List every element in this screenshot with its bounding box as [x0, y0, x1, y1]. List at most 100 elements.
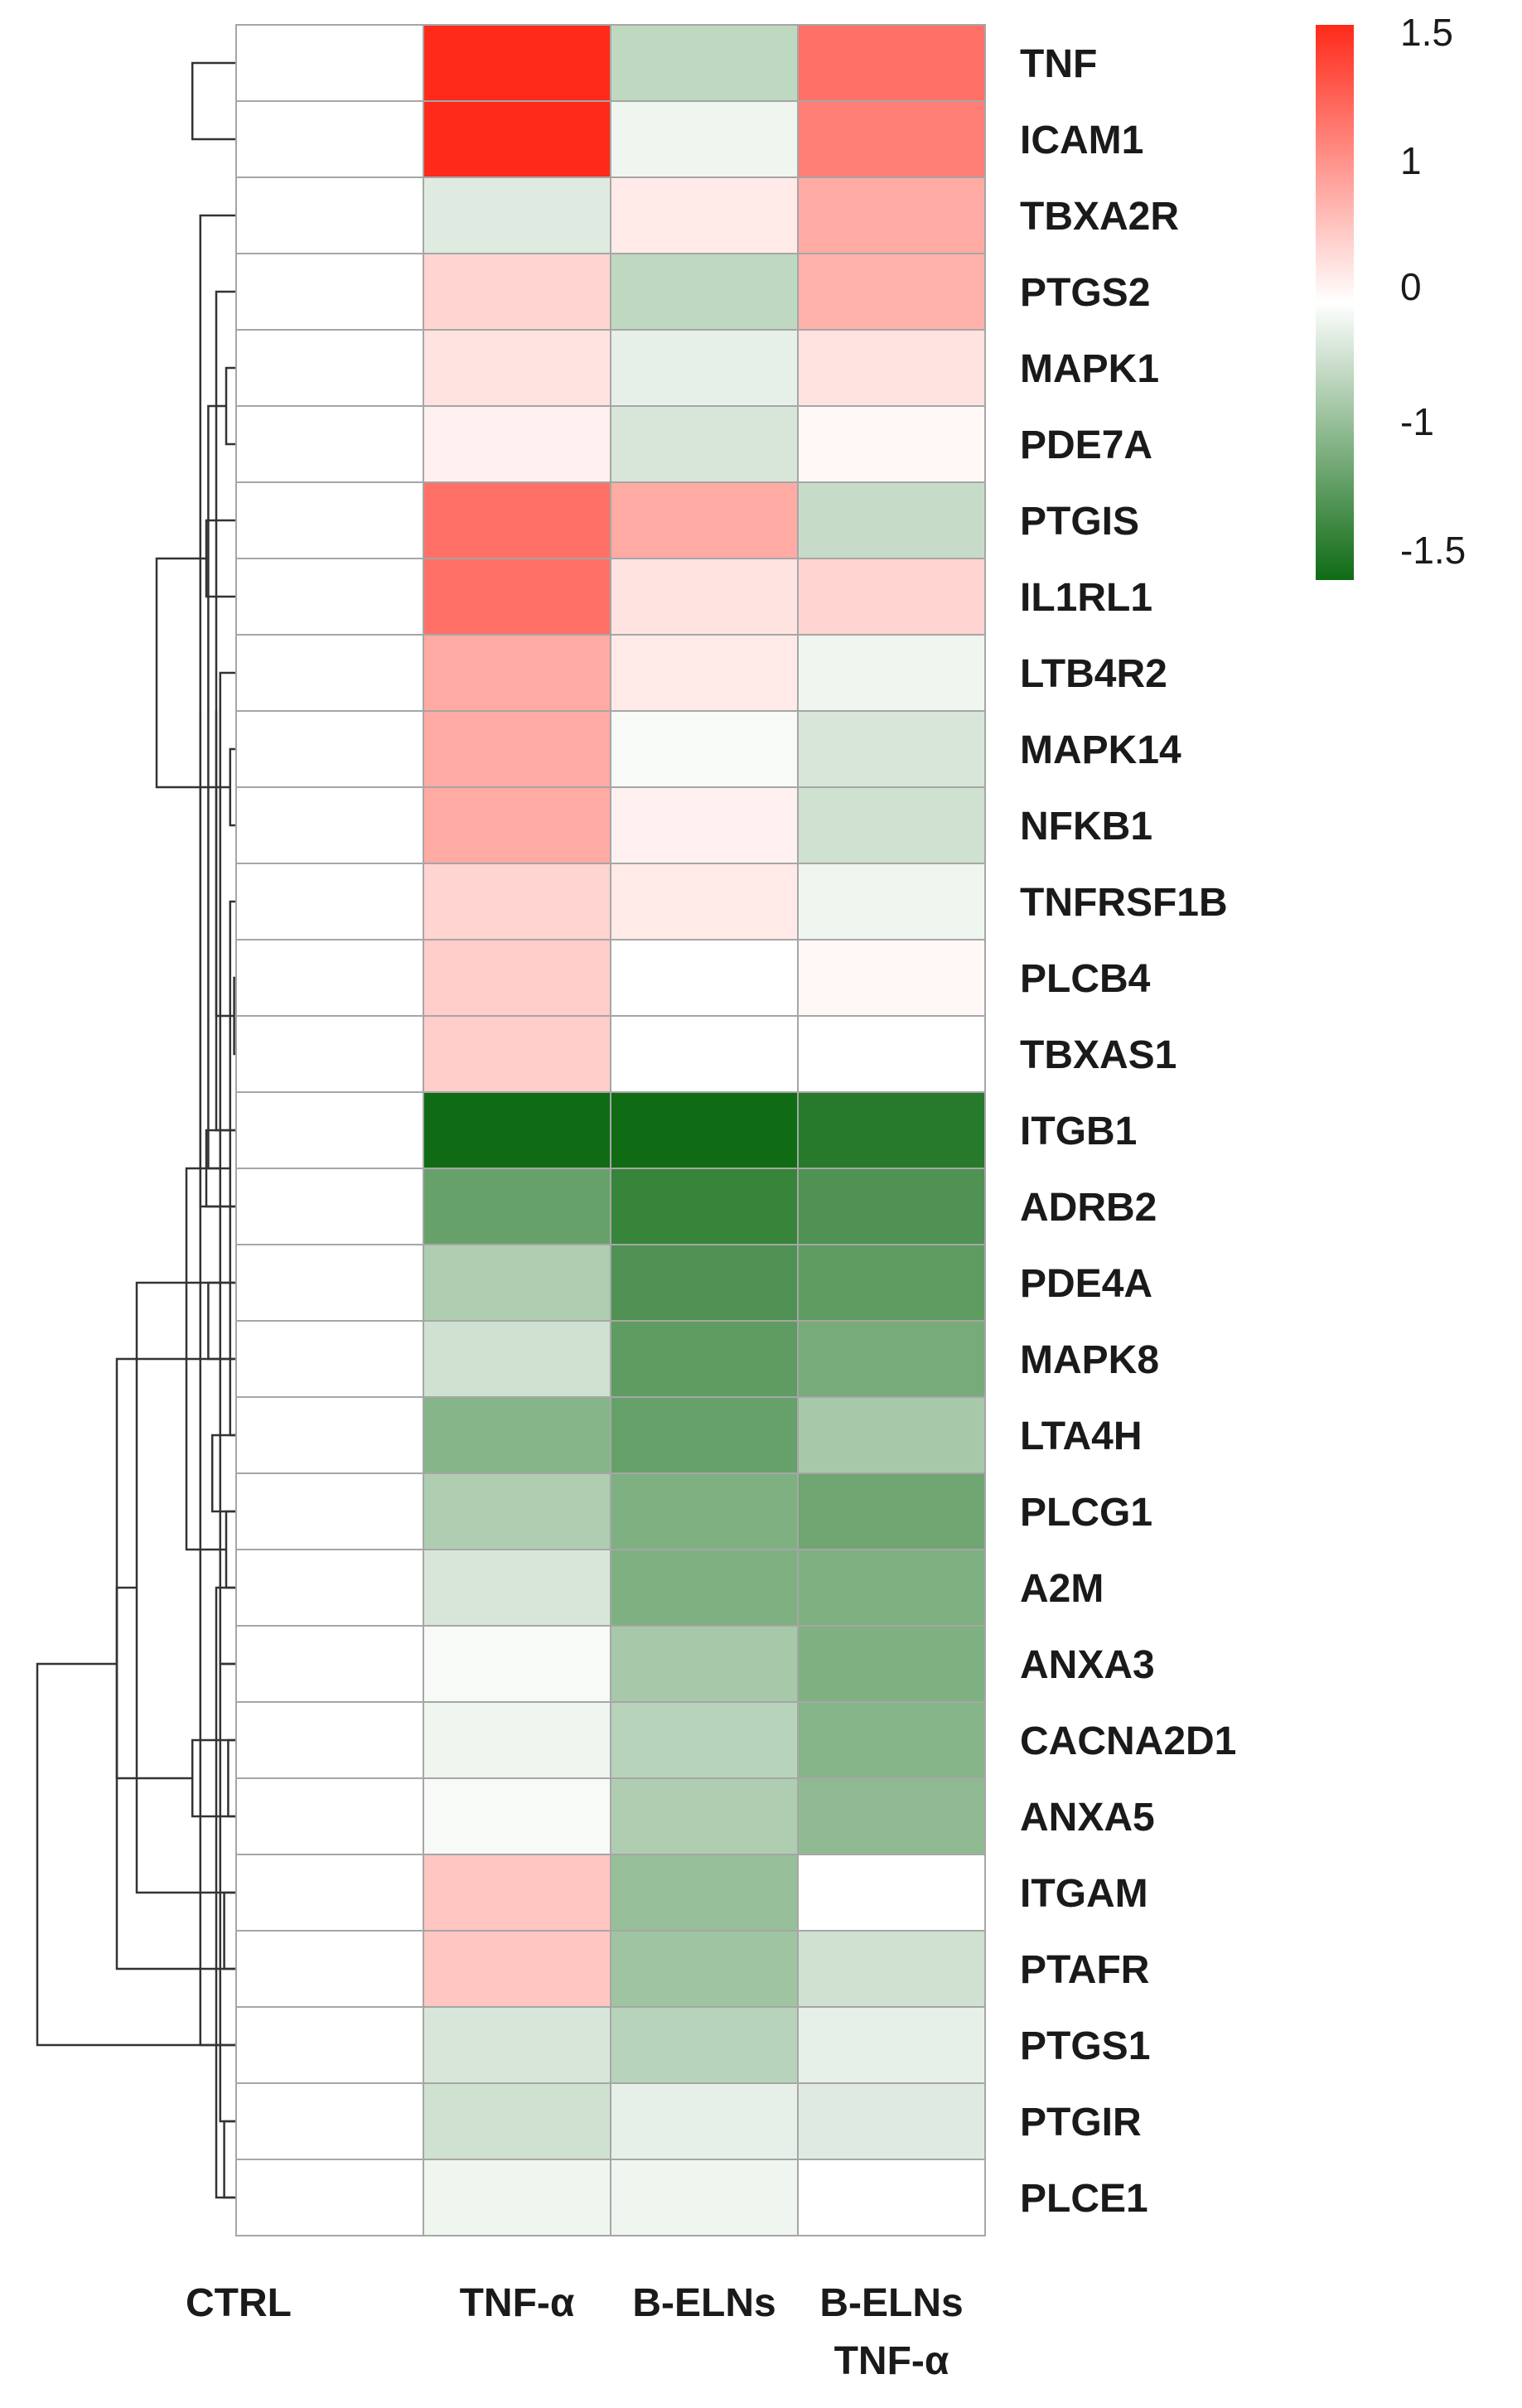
heatmap-cell-TNFRSF1B-3 — [797, 863, 986, 940]
heatmap-cell-PTGIR-2 — [610, 2082, 799, 2160]
heatmap-cell-ANXA3-3 — [797, 1625, 986, 1703]
heatmap-cell-LTA4H-1 — [423, 1396, 611, 1474]
heatmap-cell-PTGS2-0 — [235, 253, 424, 331]
heatmap-cell-PTGS1-2 — [610, 2006, 799, 2084]
heatmap-cell-ICAM1-3 — [797, 100, 986, 178]
heatmap-cell-ITGAM-2 — [610, 1854, 799, 1932]
heatmap-cell-MAPK1-2 — [610, 329, 799, 407]
heatmap-cell-PDE4A-3 — [797, 1244, 986, 1322]
heatmap-cell-PDE7A-1 — [423, 405, 611, 483]
heatmap-cell-PDE7A-2 — [610, 405, 799, 483]
heatmap-cell-TBXAS1-3 — [797, 1015, 986, 1093]
heatmap-cell-PLCE1-1 — [423, 2159, 611, 2236]
heatmap-cell-PTGIS-3 — [797, 481, 986, 559]
heatmap-cell-ANXA5-2 — [610, 1777, 799, 1855]
heatmap-cell-A2M-0 — [235, 1549, 424, 1627]
heatmap-cell-ITGAM-0 — [235, 1854, 424, 1932]
heatmap-cell-PDE4A-1 — [423, 1244, 611, 1322]
heatmap-cell-MAPK14-1 — [423, 710, 611, 788]
dendrogram-branch-17 — [223, 2120, 236, 2199]
row-label-PTAFR: PTAFR — [1020, 1948, 1149, 1992]
row-label-ITGB1: ITGB1 — [1020, 1110, 1137, 1153]
heatmap-cell-PLCG1-0 — [235, 1472, 424, 1550]
heatmap-cell-PTGS2-3 — [797, 253, 986, 331]
heatmap-cell-PLCE1-3 — [797, 2159, 986, 2236]
dendrogram-branch-16 — [223, 1891, 236, 1970]
column-label-1: TNF-α — [460, 2281, 575, 2325]
row-label-TNFRSF1B: TNFRSF1B — [1020, 881, 1228, 925]
row-label-PLCG1: PLCG1 — [1020, 1491, 1152, 1535]
dendrogram-branch-6 — [229, 747, 236, 827]
row-labels: TNF ICAM1 TBXA2R PTGS2 MAPK1 PDE7A PTGIS IL1RL1… — [1020, 42, 1236, 2221]
heatmap-cell-ITGB1-3 — [797, 1091, 986, 1169]
row-label-PTGS2: PTGS2 — [1020, 271, 1150, 315]
heatmap-cell-PLCB4-2 — [610, 939, 799, 1017]
heatmap-cell-TNFRSF1B-1 — [423, 863, 611, 940]
heatmap-cell-TBXA2R-1 — [423, 176, 611, 254]
heatmap-cell-ANXA5-0 — [235, 1777, 424, 1855]
row-dendrogram — [36, 61, 236, 2199]
heatmap-cell-NFKB1-2 — [610, 786, 799, 864]
row-label-ADRB2: ADRB2 — [1020, 1186, 1157, 1230]
dendrogram-branch-0 — [191, 61, 236, 141]
row-label-PDE7A: PDE7A — [1020, 423, 1152, 467]
row-label-IL1RL1: IL1RL1 — [1020, 576, 1152, 620]
column-labels: CTRL TNF-α B-ELNs B-ELNs TNF-α — [186, 2281, 964, 2383]
heatmap-cell-ICAM1-1 — [423, 100, 611, 178]
dendrogram-branch-25 — [205, 1129, 236, 1208]
heatmap-cell-PTGS1-3 — [797, 2006, 986, 2084]
heatmap-cell-ITGB1-2 — [610, 1091, 799, 1169]
dendrogram-branch-10 — [191, 1738, 236, 1818]
heatmap-cell-TNF-0 — [235, 24, 424, 102]
heatmap-cell-TBXA2R-0 — [235, 176, 424, 254]
heatmap-cell-PTGIR-0 — [235, 2082, 424, 2160]
heatmap-cell-ADRB2-3 — [797, 1168, 986, 1245]
heatmap-cell-PLCB4-3 — [797, 939, 986, 1017]
row-label-ANXA3: ANXA3 — [1020, 1643, 1155, 1687]
heatmap-cell-ADRB2-0 — [235, 1168, 424, 1245]
column-label-2: B-ELNs — [632, 2281, 775, 2325]
row-label-MAPK14: MAPK14 — [1020, 728, 1181, 772]
dendrogram-branch-23 — [185, 1167, 226, 1551]
heatmap-cell-ICAM1-0 — [235, 100, 424, 178]
heatmap-cell-PLCE1-0 — [235, 2159, 424, 2236]
heatmap-cell-CACNA2D1-0 — [235, 1701, 424, 1779]
row-label-ANXA5: ANXA5 — [1020, 1796, 1155, 1840]
row-label-LTA4H: LTA4H — [1020, 1414, 1143, 1458]
heatmap-cell-PTGIR-1 — [423, 2082, 611, 2160]
heatmap-cell-TNF-1 — [423, 24, 611, 102]
heatmap-cell-MAPK14-3 — [797, 710, 986, 788]
heatmap-cell-IL1RL1-0 — [235, 558, 424, 636]
heatmap-cell-TNF-2 — [610, 24, 799, 102]
heatmap-cell-PTGS2-2 — [610, 253, 799, 331]
dendrogram-branch-27 — [36, 1662, 236, 2047]
heatmap-cell-A2M-1 — [423, 1549, 611, 1627]
heatmap-cell-PTAFR-3 — [797, 1930, 986, 2008]
heatmap-cell-PTGIS-2 — [610, 481, 799, 559]
dendrogram-branch-21 — [210, 1434, 236, 1513]
heatmap-cell-ANXA5-3 — [797, 1777, 986, 1855]
heatmap-cell-ANXA3-0 — [235, 1625, 424, 1703]
row-label-TBXA2R: TBXA2R — [1020, 195, 1179, 239]
heatmap-cell-ITGB1-0 — [235, 1091, 424, 1169]
heatmap-cell-PLCB4-0 — [235, 939, 424, 1017]
heatmap-cell-MAPK8-3 — [797, 1320, 986, 1398]
heatmap-cell-MAPK8-1 — [423, 1320, 611, 1398]
column-label-3: B-ELNs TNF-α — [819, 2281, 963, 2383]
dendrogram-branch-7 — [225, 1510, 236, 1589]
row-label-PTGIR: PTGIR — [1020, 2101, 1142, 2144]
heatmap-cell-A2M-2 — [610, 1549, 799, 1627]
heatmap-cell-ANXA3-1 — [423, 1625, 611, 1703]
heatmap-cell-PLCG1-1 — [423, 1472, 611, 1550]
heatmap-cell-PTGS1-0 — [235, 2006, 424, 2084]
row-label-PTGS1: PTGS1 — [1020, 2024, 1150, 2068]
heatmap-cell-MAPK8-2 — [610, 1320, 799, 1398]
heatmap-cell-TBXA2R-2 — [610, 176, 799, 254]
heatmap-cell-PDE4A-2 — [610, 1244, 799, 1322]
heatmap-cell-ADRB2-2 — [610, 1168, 799, 1245]
row-label-CACNA2D1: CACNA2D1 — [1020, 1719, 1236, 1763]
color-legend: 1.5 1 0 -1 -1.5 — [1316, 11, 1466, 580]
heatmap-cell-LTB4R2-0 — [235, 634, 424, 712]
heatmap-cell-ITGB1-1 — [423, 1091, 611, 1169]
